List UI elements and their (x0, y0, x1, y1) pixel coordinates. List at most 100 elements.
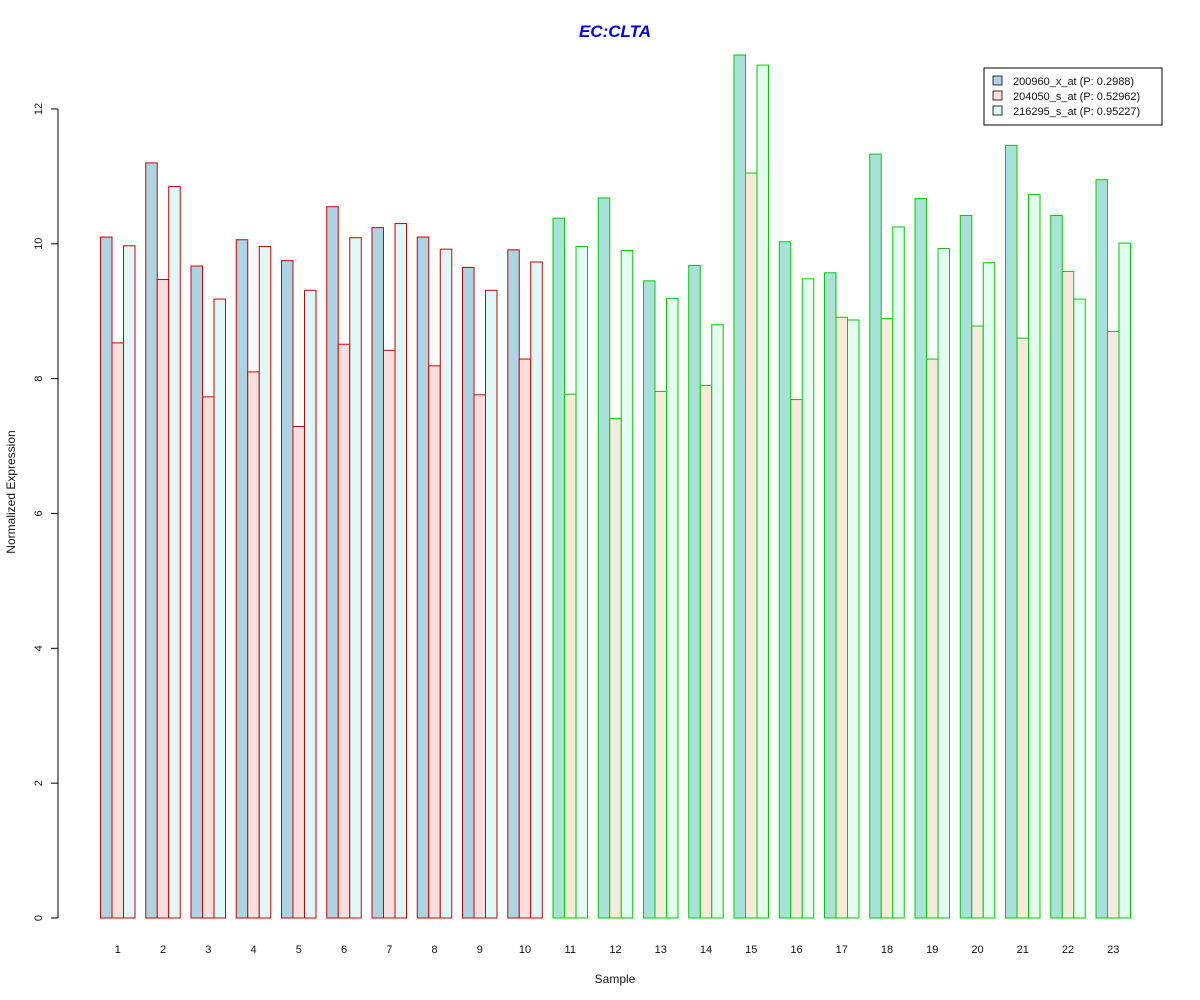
x-tick-label: 2 (160, 944, 166, 956)
bar (666, 297, 679, 919)
bar (801, 278, 815, 919)
bar (462, 266, 475, 919)
bar (597, 197, 611, 919)
x-tick-label: 6 (341, 944, 347, 956)
y-tick-label: 8 (33, 376, 45, 382)
legend-swatch (992, 90, 1003, 101)
bar (880, 318, 894, 919)
bar (914, 198, 927, 919)
y-tick-label: 4 (33, 645, 45, 651)
bar (439, 248, 453, 919)
bar (971, 325, 984, 919)
bar (982, 262, 996, 919)
bar (326, 206, 339, 919)
x-tick-label: 3 (205, 944, 211, 956)
bar (213, 298, 226, 919)
bar (145, 162, 158, 919)
bar (654, 390, 667, 919)
legend-swatch (992, 105, 1003, 116)
bar (530, 261, 543, 919)
y-tick-label: 0 (33, 915, 45, 921)
bar (383, 349, 396, 919)
bar (1028, 194, 1041, 919)
bar (733, 54, 746, 919)
x-tick-label: 21 (1017, 944, 1029, 956)
x-tick-label: 18 (881, 944, 893, 956)
y-tick-label: 6 (33, 510, 45, 516)
x-tick-label: 13 (655, 944, 667, 956)
legend-box (983, 67, 1163, 126)
bar (394, 223, 407, 919)
x-tick-label: 22 (1062, 944, 1074, 956)
x-tick-label: 4 (250, 944, 256, 956)
bar (1118, 242, 1131, 919)
bar (824, 272, 837, 919)
x-tick-label: 8 (431, 944, 437, 956)
bar (258, 245, 272, 919)
bar (937, 248, 950, 919)
bar (1050, 214, 1063, 919)
bar (609, 417, 622, 919)
y-tick-label: 12 (33, 103, 45, 115)
bar (473, 394, 486, 919)
bar (1095, 179, 1108, 919)
bar (620, 250, 634, 919)
x-tick-label: 20 (971, 944, 983, 956)
x-tick-label: 19 (926, 944, 938, 956)
bar (304, 289, 317, 919)
bar (699, 384, 713, 919)
bar (1061, 270, 1075, 919)
chart-title: EC:CLTA (579, 22, 651, 41)
bar (190, 265, 203, 919)
bar (959, 214, 973, 919)
bar (235, 239, 249, 919)
bar (869, 153, 882, 919)
bar (202, 396, 215, 919)
bar (123, 245, 136, 919)
legend-label: 204050_s_at (P: 0.52962) (1013, 91, 1140, 103)
y-tick-label: 2 (33, 780, 45, 786)
bar (835, 316, 848, 919)
x-tick-label: 17 (836, 944, 848, 956)
x-tick-label: 23 (1107, 944, 1119, 956)
legend-swatch (992, 75, 1003, 86)
bar (416, 236, 430, 919)
y-tick-label: 10 (33, 238, 45, 250)
bar (778, 241, 792, 919)
bar (892, 226, 905, 919)
legend-label: 216295_s_at (P: 0.95227) (1013, 106, 1140, 118)
bar (847, 319, 860, 919)
x-tick-label: 7 (386, 944, 392, 956)
bar (643, 280, 656, 919)
bar (1107, 330, 1120, 919)
bar (428, 365, 441, 919)
bar (349, 237, 362, 919)
bar (247, 371, 260, 919)
x-tick-label: 16 (790, 944, 802, 956)
x-tick-label: 11 (565, 944, 576, 956)
bar (1005, 144, 1018, 919)
bar (552, 217, 565, 919)
bar (575, 245, 588, 919)
bar (100, 236, 113, 919)
bar (1073, 298, 1086, 919)
x-tick-label: 9 (477, 944, 483, 956)
bar (790, 399, 803, 919)
bar (564, 393, 577, 919)
y-axis-label: Normalized Expression (4, 430, 18, 553)
x-tick-label: 5 (296, 944, 302, 956)
bar (756, 64, 769, 919)
bar (337, 343, 351, 919)
bar (926, 358, 939, 919)
bar (1016, 337, 1029, 919)
x-tick-label: 15 (745, 944, 757, 956)
x-tick-label: 10 (519, 944, 531, 956)
bar (688, 264, 701, 919)
bar (745, 172, 758, 919)
bar (281, 260, 294, 919)
x-axis-label: Sample (595, 972, 636, 986)
bar (168, 185, 181, 919)
x-tick-label: 12 (609, 944, 621, 956)
bar (292, 425, 305, 919)
